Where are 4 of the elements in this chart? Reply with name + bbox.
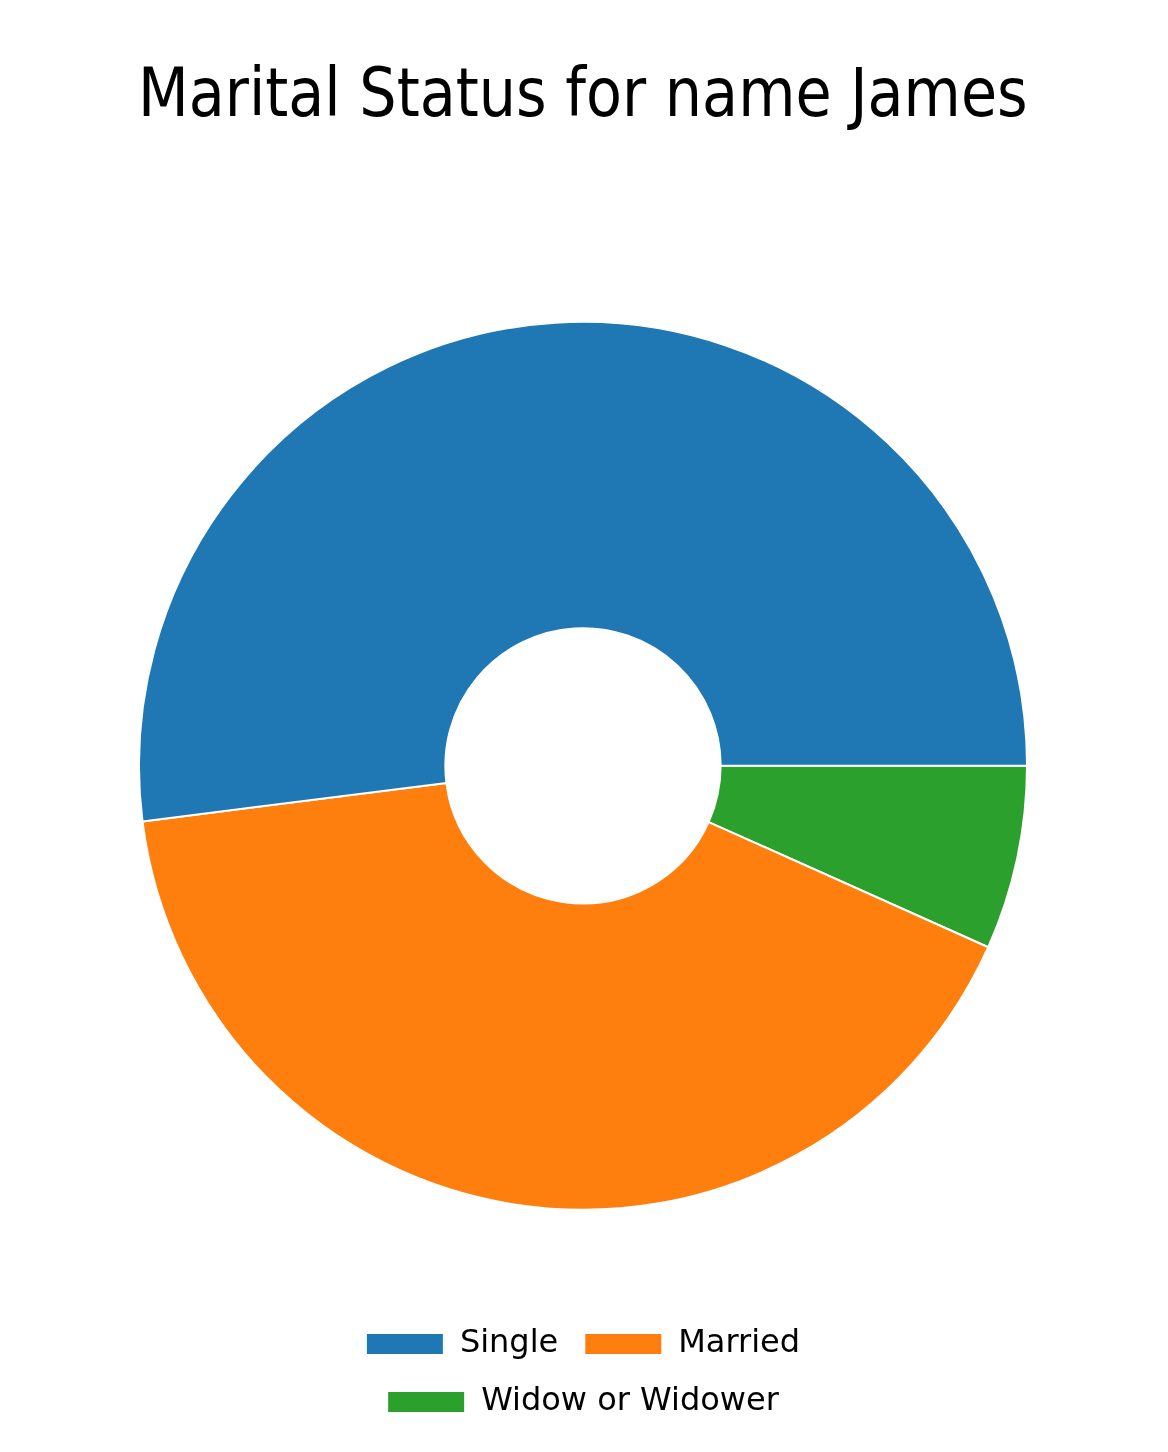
- legend-label: Widow or Widower: [481, 1380, 780, 1419]
- legend-label: Single: [459, 1322, 559, 1361]
- chart-title: Marital Status for name James: [138, 53, 1028, 133]
- legend-label: Married: [678, 1322, 801, 1361]
